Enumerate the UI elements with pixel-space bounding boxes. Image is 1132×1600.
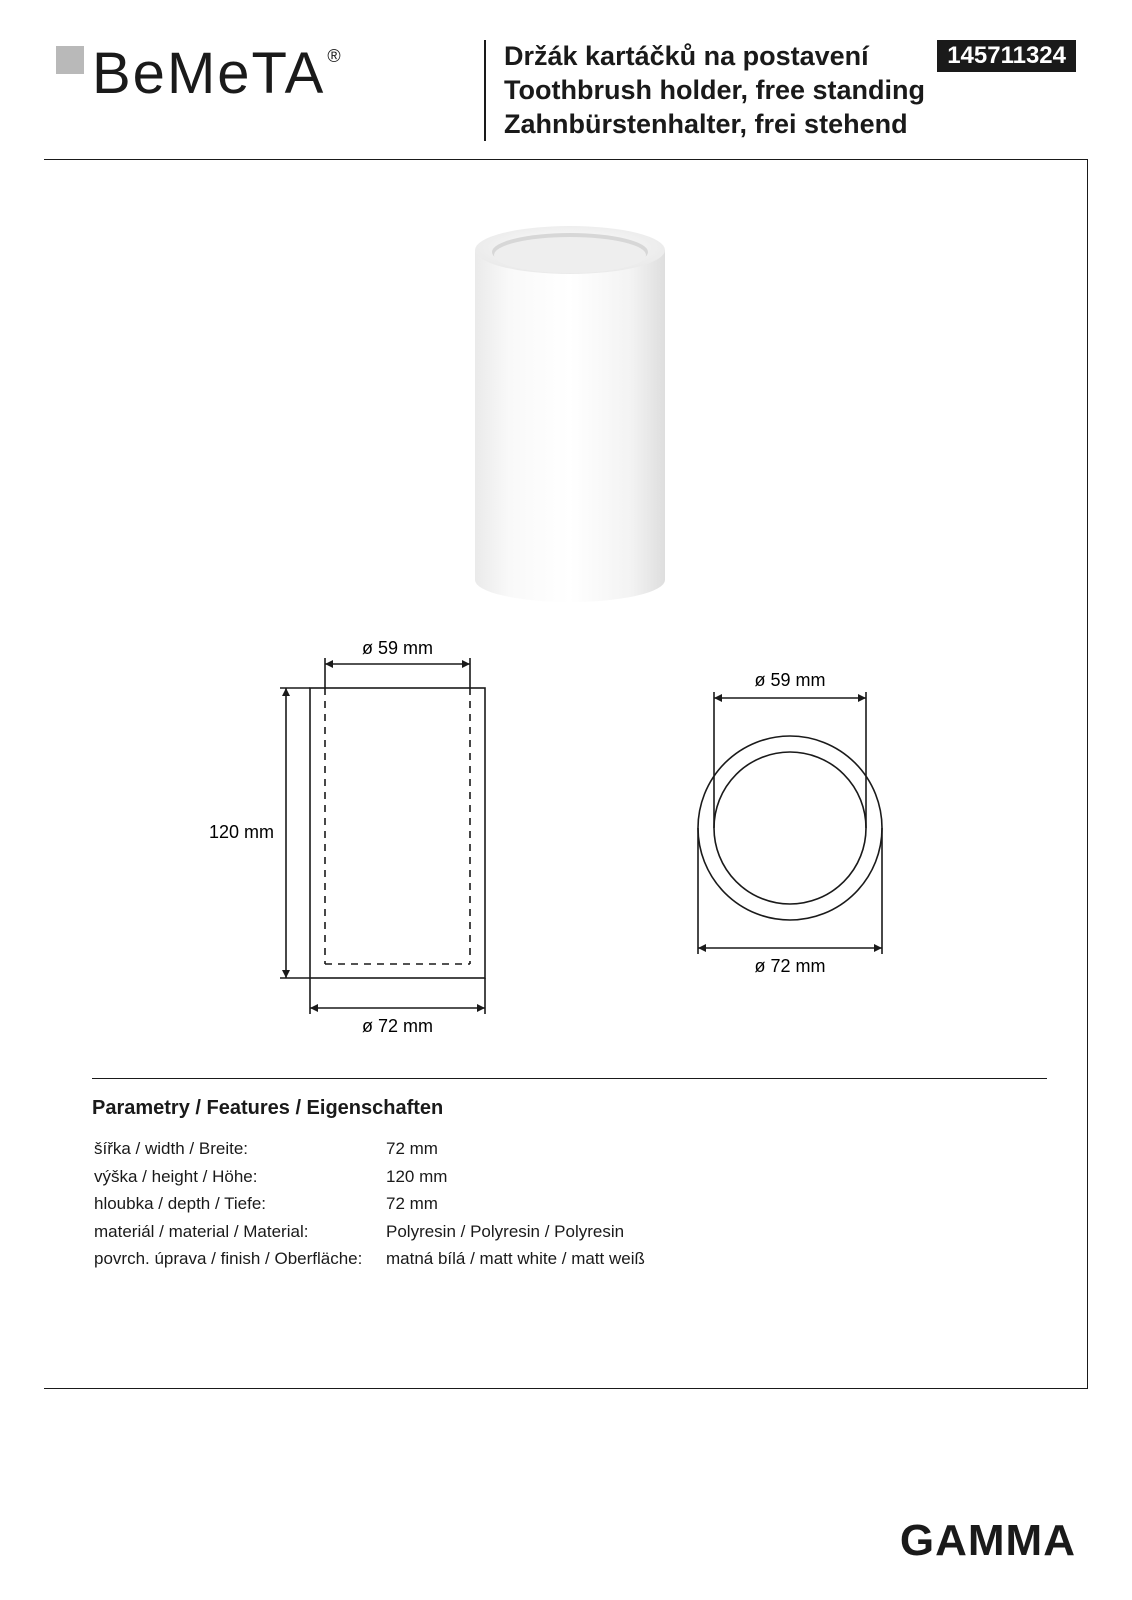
svg-text:ø 72 mm: ø 72 mm (754, 956, 825, 976)
feature-row: výška / height / Höhe:120 mm (94, 1164, 645, 1190)
feature-value: matná bílá / matt white / matt weiß (386, 1246, 645, 1272)
datasheet-frame: ø 59 mm 120 mm ø 72 mm ø 59 mm ø 72 mm Para… (44, 159, 1088, 1389)
feature-value: 72 mm (386, 1136, 645, 1162)
sku-badge: 145711324 (937, 40, 1076, 72)
svg-text:120 mm: 120 mm (210, 822, 274, 842)
header: BeMeTA® Držák kartáčků na postavení Toot… (56, 40, 1076, 141)
svg-text:ø 72 mm: ø 72 mm (361, 1016, 432, 1036)
feature-label: materiál / material / Material: (94, 1219, 384, 1245)
technical-drawings: ø 59 mm 120 mm ø 72 mm ø 59 mm ø 72 mm (92, 638, 1047, 1038)
feature-label: šířka / width / Breite: (94, 1136, 384, 1162)
title-de: Zahnbürstenhalter, frei stehend (504, 108, 925, 142)
feature-row: hloubka / depth / Tiefe:72 mm (94, 1191, 645, 1217)
registered-icon: ® (327, 46, 340, 66)
feature-label: hloubka / depth / Tiefe: (94, 1191, 384, 1217)
feature-row: povrch. úprava / finish / Oberfläche:mat… (94, 1246, 645, 1272)
feature-value: Polyresin / Polyresin / Polyresin (386, 1219, 645, 1245)
feature-value: 120 mm (386, 1164, 645, 1190)
collection-name: GAMMA (900, 1516, 1076, 1566)
features-heading: Parametry / Features / Eigenschaften (92, 1097, 1047, 1120)
side-view-drawing: ø 59 mm 120 mm ø 72 mm (210, 638, 510, 1038)
feature-row: šířka / width / Breite:72 mm (94, 1136, 645, 1162)
svg-text:ø 59 mm: ø 59 mm (754, 670, 825, 690)
feature-value: 72 mm (386, 1191, 645, 1217)
brand-name: BeMeTA (92, 41, 325, 106)
brand-logo: BeMeTA® (56, 40, 476, 107)
feature-row: materiál / material / Material:Polyresin… (94, 1219, 645, 1245)
product-render (460, 210, 680, 610)
title-en: Toothbrush holder, free standing (504, 74, 925, 108)
svg-text:ø 59 mm: ø 59 mm (361, 638, 432, 658)
features-divider (92, 1078, 1047, 1079)
logo-square-icon (56, 46, 84, 74)
feature-label: výška / height / Höhe: (94, 1164, 384, 1190)
top-view-drawing: ø 59 mm ø 72 mm (650, 638, 930, 998)
features-table: šířka / width / Breite:72 mmvýška / heig… (92, 1134, 647, 1274)
title-block: Držák kartáčků na postavení Toothbrush h… (484, 40, 1076, 141)
feature-label: povrch. úprava / finish / Oberfläche: (94, 1246, 384, 1272)
title-cs: Držák kartáčků na postavení (504, 40, 925, 74)
